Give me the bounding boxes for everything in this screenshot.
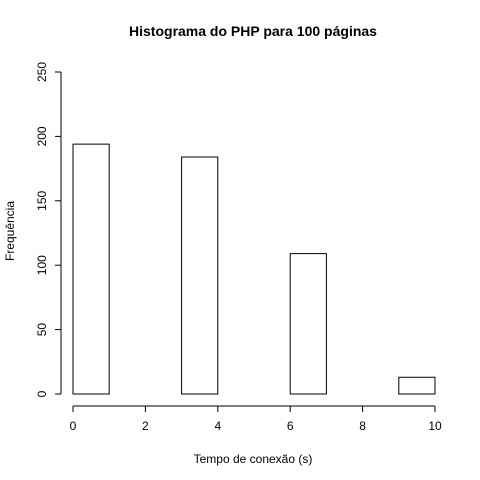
y-tick-label: 100 xyxy=(35,255,49,275)
x-tick-label: 8 xyxy=(359,419,366,433)
x-tick-label: 10 xyxy=(428,419,442,433)
y-tick-label: 50 xyxy=(35,323,49,337)
y-axis-label: Frequência xyxy=(3,201,17,261)
histogram-bar-3 xyxy=(181,156,219,395)
bars xyxy=(72,143,436,395)
x-tick-label: 2 xyxy=(142,419,149,433)
chart-title: Histograma do PHP para 100 páginas xyxy=(129,23,377,39)
x-axis-label: Tempo de conexão (s) xyxy=(194,452,313,466)
y-tick-label: 0 xyxy=(35,390,49,397)
histogram-bar-0 xyxy=(72,143,110,395)
y-axis: 0 50 100 150 200 250 xyxy=(35,62,62,397)
x-tick-label: 0 xyxy=(70,419,77,433)
x-tick-label: 4 xyxy=(214,419,221,433)
y-tick-label: 250 xyxy=(35,62,49,82)
histogram-bar-9 xyxy=(398,376,436,395)
x-axis: 0 2 4 6 8 10 xyxy=(70,405,442,433)
histogram-bar-6 xyxy=(289,253,327,395)
x-tick-label: 6 xyxy=(287,419,294,433)
y-tick-label: 150 xyxy=(35,190,49,210)
y-tick-label: 200 xyxy=(35,126,49,146)
